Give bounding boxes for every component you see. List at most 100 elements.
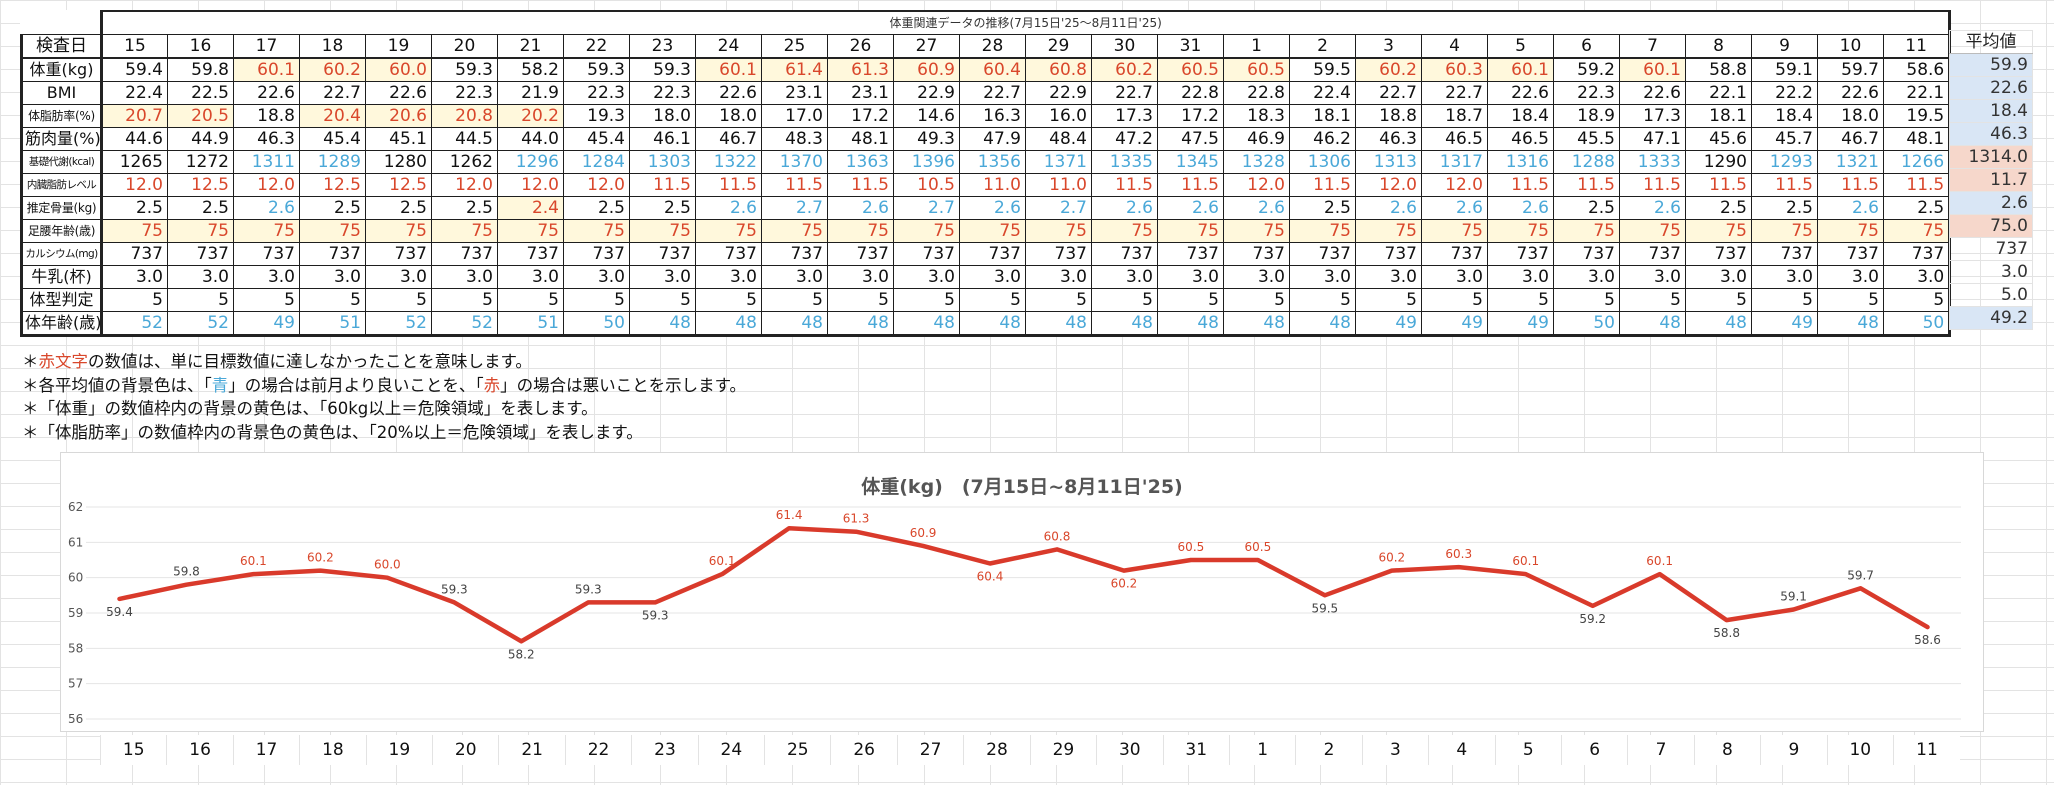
table-cell[interactable]: 5 (1487, 288, 1554, 312)
table-cell[interactable]: 49 (233, 311, 300, 337)
table-cell[interactable]: 48 (1817, 311, 1884, 337)
table-cell[interactable]: 11.5 (1091, 173, 1158, 197)
table-cell[interactable]: 47.9 (959, 127, 1026, 151)
table-cell[interactable]: 22.9 (1025, 81, 1092, 105)
table-cell[interactable]: 47.2 (1091, 127, 1158, 151)
table-cell[interactable]: 737 (1421, 242, 1488, 266)
avg-cell[interactable]: 11.7 (1949, 168, 2033, 192)
avg-cell[interactable]: 5.0 (1949, 283, 2033, 307)
table-cell[interactable]: 46.2 (1289, 127, 1356, 151)
table-cell[interactable]: 18.8 (233, 104, 300, 128)
table-cell[interactable]: 48 (1619, 311, 1686, 337)
table-cell[interactable]: 2.5 (1751, 196, 1818, 220)
table-cell[interactable]: 18.0 (629, 104, 696, 128)
table-cell[interactable]: 18.8 (1355, 104, 1422, 128)
table-cell[interactable]: 58.6 (1882, 57, 1952, 82)
table-cell[interactable]: 5 (1157, 288, 1224, 312)
table-cell[interactable]: 11.0 (959, 173, 1026, 197)
table-cell[interactable]: 2.6 (1817, 196, 1884, 220)
table-cell[interactable]: 16.3 (959, 104, 1026, 128)
table-cell[interactable]: 48 (827, 311, 894, 337)
table-cell[interactable]: 18.9 (1553, 104, 1620, 128)
table-cell[interactable]: 18.1 (1289, 104, 1356, 128)
table-cell[interactable]: 737 (1487, 242, 1554, 266)
table-cell[interactable]: 2.6 (1091, 196, 1158, 220)
table-cell[interactable]: 11.0 (1025, 173, 1092, 197)
table-cell[interactable]: 75 (1157, 219, 1224, 243)
table-cell[interactable]: 3.0 (1025, 265, 1092, 289)
table-cell[interactable]: 3.0 (1157, 265, 1224, 289)
table-cell[interactable]: 50 (1882, 311, 1952, 337)
table-cell[interactable]: 18.4 (1751, 104, 1818, 128)
table-cell[interactable]: 1322 (695, 150, 762, 174)
table-cell[interactable]: 2.5 (1685, 196, 1752, 220)
table-cell[interactable]: 45.4 (299, 127, 366, 151)
weight-chart[interactable]: 体重(kg) (7月15日~8月11日'25) 62 61 60 59 58 57 56 59.… (60, 452, 1984, 732)
table-cell[interactable]: 20.2 (497, 104, 564, 128)
table-cell[interactable]: 2.6 (233, 196, 300, 220)
table-cell[interactable]: 737 (1025, 242, 1092, 266)
table-cell[interactable]: 22.5 (167, 81, 234, 105)
table-cell[interactable]: 22.7 (1421, 81, 1488, 105)
table-cell[interactable]: 5 (1421, 288, 1488, 312)
table-cell[interactable]: 1321 (1817, 150, 1884, 174)
table-cell[interactable]: 47.5 (1157, 127, 1224, 151)
table-cell[interactable]: 1272 (167, 150, 234, 174)
table-cell[interactable]: 75 (101, 219, 168, 243)
table-cell[interactable]: 3.0 (1091, 265, 1158, 289)
header-day[interactable]: 27 (893, 34, 960, 59)
table-cell[interactable]: 1345 (1157, 150, 1224, 174)
table-cell[interactable]: 1288 (1553, 150, 1620, 174)
table-cell[interactable]: 12.0 (563, 173, 630, 197)
table-cell[interactable]: 737 (1751, 242, 1818, 266)
table-cell[interactable]: 50 (563, 311, 630, 337)
table-cell[interactable]: 5 (1289, 288, 1356, 312)
table-cell[interactable]: 58.2 (497, 57, 564, 82)
table-cell[interactable]: 12.0 (1421, 173, 1488, 197)
header-day[interactable]: 2 (1289, 34, 1356, 59)
table-cell[interactable]: 12.0 (233, 173, 300, 197)
table-cell[interactable]: 18.4 (1487, 104, 1554, 128)
table-cell[interactable]: 1290 (1685, 150, 1752, 174)
table-cell[interactable]: 59.4 (101, 57, 168, 82)
table-cell[interactable]: 737 (1157, 242, 1224, 266)
table-cell[interactable]: 3.0 (1817, 265, 1884, 289)
avg-cell[interactable]: 46.3 (1949, 122, 2033, 146)
table-cell[interactable]: 5 (497, 288, 564, 312)
table-cell[interactable]: 20.8 (431, 104, 498, 128)
table-cell[interactable]: 23.1 (827, 81, 894, 105)
table-cell[interactable]: 5 (431, 288, 498, 312)
table-cell[interactable]: 2.6 (695, 196, 762, 220)
table-cell[interactable]: 45.6 (1685, 127, 1752, 151)
table-cell[interactable]: 22.6 (1487, 81, 1554, 105)
table-cell[interactable]: 5 (167, 288, 234, 312)
table-cell[interactable]: 22.8 (1157, 81, 1224, 105)
table-cell[interactable]: 75 (1619, 219, 1686, 243)
table-cell[interactable]: 3.0 (1421, 265, 1488, 289)
table-cell[interactable]: 60.1 (1487, 57, 1554, 82)
table-cell[interactable]: 12.0 (1355, 173, 1422, 197)
header-day[interactable]: 3 (1355, 34, 1422, 59)
table-cell[interactable]: 2.5 (431, 196, 498, 220)
table-cell[interactable]: 737 (959, 242, 1026, 266)
table-cell[interactable]: 737 (1553, 242, 1620, 266)
table-cell[interactable]: 19.3 (563, 104, 630, 128)
table-cell[interactable]: 1370 (761, 150, 828, 174)
table-cell[interactable]: 45.4 (563, 127, 630, 151)
table-cell[interactable]: 59.8 (167, 57, 234, 82)
table-cell[interactable]: 61.4 (761, 57, 828, 82)
header-day[interactable]: 6 (1553, 34, 1620, 59)
table-cell[interactable]: 75 (299, 219, 366, 243)
table-cell[interactable]: 5 (1553, 288, 1620, 312)
header-day[interactable]: 24 (695, 34, 762, 59)
table-cell[interactable]: 11.5 (1882, 173, 1952, 197)
table-cell[interactable]: 48 (1025, 311, 1092, 337)
table-cell[interactable]: 2.6 (1157, 196, 1224, 220)
table-cell[interactable]: 59.3 (431, 57, 498, 82)
table-cell[interactable]: 3.0 (431, 265, 498, 289)
header-day[interactable]: 10 (1817, 34, 1884, 59)
table-cell[interactable]: 22.7 (299, 81, 366, 105)
table-cell[interactable]: 51 (497, 311, 564, 337)
header-day[interactable]: 29 (1025, 34, 1092, 59)
table-cell[interactable]: 11.5 (761, 173, 828, 197)
